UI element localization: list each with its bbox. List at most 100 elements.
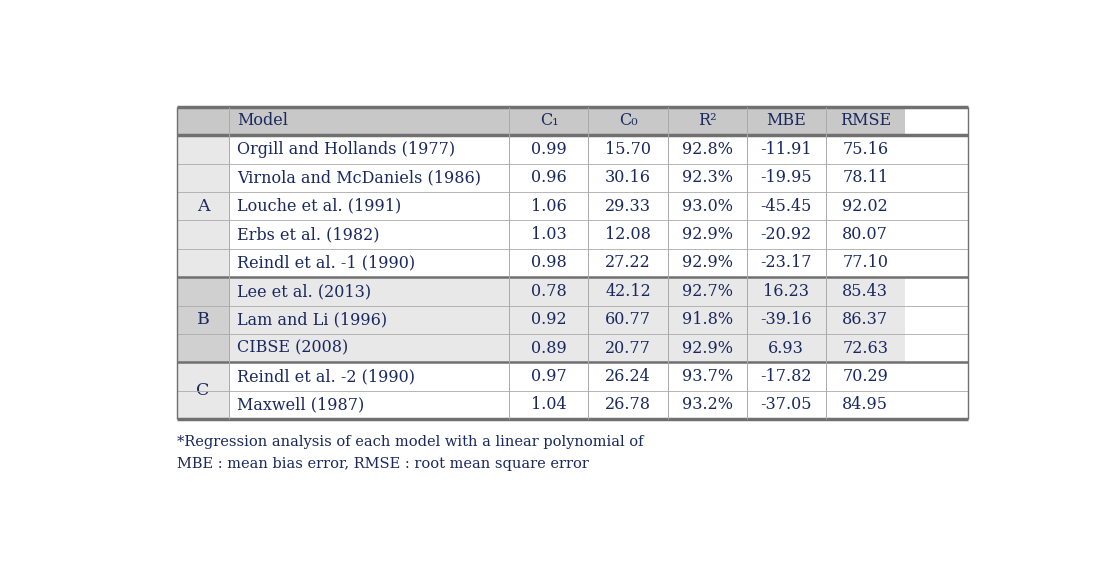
Text: 20.77: 20.77 [606, 340, 651, 357]
Text: 0.96: 0.96 [531, 169, 567, 186]
Bar [826, 135, 905, 163]
Text: -39.16: -39.16 [761, 311, 812, 328]
Bar [177, 334, 228, 362]
Text: 85.43: 85.43 [842, 283, 888, 300]
Bar [177, 362, 228, 391]
Text: 0.92: 0.92 [531, 311, 567, 328]
Bar [589, 107, 668, 135]
Bar [746, 220, 826, 249]
Text: 86.37: 86.37 [842, 311, 888, 328]
Text: 27.22: 27.22 [606, 255, 651, 272]
Text: R²: R² [698, 112, 716, 129]
Text: 0.99: 0.99 [531, 141, 567, 158]
Text: Virnola and McDaniels (1986): Virnola and McDaniels (1986) [237, 169, 481, 186]
Bar [668, 277, 746, 306]
Bar [668, 249, 746, 277]
Text: Model: Model [237, 112, 288, 129]
Bar [509, 362, 589, 391]
Bar [668, 362, 746, 391]
Bar [746, 163, 826, 192]
Bar [509, 249, 589, 277]
Text: 16.23: 16.23 [763, 283, 810, 300]
Bar [177, 192, 228, 220]
Text: 26.78: 26.78 [606, 396, 651, 413]
Text: 93.0%: 93.0% [682, 198, 733, 215]
Text: 78.11: 78.11 [842, 169, 888, 186]
Text: *Regression analysis of each model with a linear polynomial of: *Regression analysis of each model with … [177, 435, 644, 449]
Bar [509, 334, 589, 362]
Bar [668, 192, 746, 220]
Bar [746, 362, 826, 391]
Bar [509, 391, 589, 419]
Bar [509, 163, 589, 192]
Bar [826, 249, 905, 277]
Bar [509, 192, 589, 220]
Text: -37.05: -37.05 [761, 396, 812, 413]
Bar [589, 277, 668, 306]
Text: Reindl et al. -1 (1990): Reindl et al. -1 (1990) [237, 255, 416, 272]
Bar [228, 249, 509, 277]
Bar [826, 163, 905, 192]
Text: 29.33: 29.33 [606, 198, 651, 215]
Bar [826, 220, 905, 249]
Text: -20.92: -20.92 [761, 226, 812, 243]
Bar [177, 135, 228, 163]
Bar [826, 334, 905, 362]
Text: 0.97: 0.97 [531, 368, 567, 385]
Text: 93.2%: 93.2% [682, 396, 733, 413]
Text: 12.08: 12.08 [606, 226, 651, 243]
Bar [746, 135, 826, 163]
Bar [177, 249, 228, 277]
Bar [509, 306, 589, 334]
Text: C₁: C₁ [540, 112, 558, 129]
Bar [228, 277, 509, 306]
Text: 92.9%: 92.9% [682, 226, 733, 243]
Bar [746, 192, 826, 220]
Bar [589, 362, 668, 391]
Text: MBE : mean bias error, RMSE : root mean square error: MBE : mean bias error, RMSE : root mean … [177, 457, 589, 472]
Text: 0.98: 0.98 [531, 255, 567, 272]
Bar [177, 391, 228, 419]
Bar [826, 277, 905, 306]
Text: MBE: MBE [766, 112, 806, 129]
Bar [228, 135, 509, 163]
Text: 6.93: 6.93 [769, 340, 804, 357]
Text: B: B [196, 311, 210, 328]
Text: Erbs et al. (1982): Erbs et al. (1982) [237, 226, 379, 243]
Bar [668, 220, 746, 249]
Text: 84.95: 84.95 [842, 396, 888, 413]
Text: -23.17: -23.17 [761, 255, 812, 272]
Bar [228, 334, 509, 362]
Text: Orgill and Hollands (1977): Orgill and Hollands (1977) [237, 141, 456, 158]
Bar [509, 107, 589, 135]
Bar [228, 163, 509, 192]
Bar [746, 249, 826, 277]
Bar [746, 306, 826, 334]
Text: 42.12: 42.12 [606, 283, 651, 300]
Bar [668, 391, 746, 419]
Bar [589, 163, 668, 192]
Text: Lee et al. (2013): Lee et al. (2013) [237, 283, 372, 300]
Text: 70.29: 70.29 [843, 368, 888, 385]
Bar [509, 135, 589, 163]
Bar [177, 107, 228, 135]
Text: Lam and Li (1996): Lam and Li (1996) [237, 311, 387, 328]
Bar [668, 163, 746, 192]
Text: 92.9%: 92.9% [682, 255, 733, 272]
Bar [228, 107, 509, 135]
Bar [668, 135, 746, 163]
Text: -45.45: -45.45 [761, 198, 812, 215]
Text: -11.91: -11.91 [761, 141, 812, 158]
Bar [746, 277, 826, 306]
Bar [668, 306, 746, 334]
Text: C: C [196, 382, 210, 399]
Bar [826, 192, 905, 220]
Text: Louche et al. (1991): Louche et al. (1991) [237, 198, 401, 215]
Bar [668, 334, 746, 362]
Text: 30.16: 30.16 [606, 169, 651, 186]
Bar [228, 220, 509, 249]
Bar [589, 249, 668, 277]
Bar [826, 391, 905, 419]
Bar [589, 135, 668, 163]
Bar [826, 306, 905, 334]
